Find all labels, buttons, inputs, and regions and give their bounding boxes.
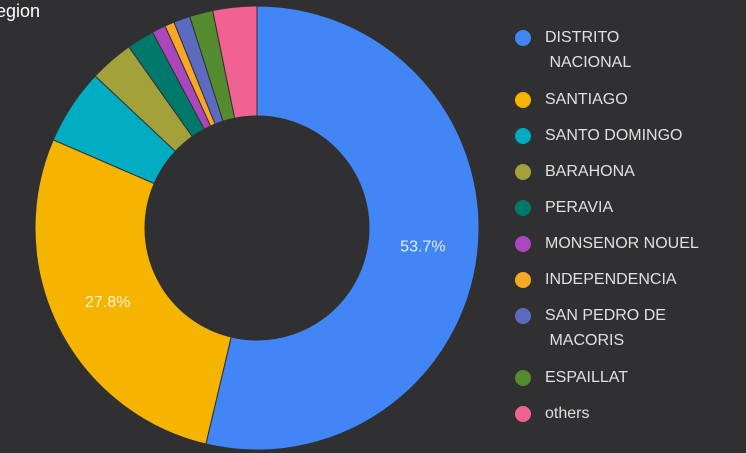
legend-swatch: [515, 370, 531, 386]
legend-swatch: [515, 92, 531, 108]
legend-swatch: [515, 30, 531, 46]
legend-label: SANTO DOMINGO: [545, 127, 683, 144]
legend-swatch: [515, 272, 531, 288]
legend-label: MONSENOR NOUEL: [545, 235, 699, 252]
legend-label: PERAVIA: [545, 199, 614, 216]
value-label: 27.8%: [85, 294, 130, 311]
donut-slice: [212, 5, 258, 119]
donut-slice: [34, 139, 232, 445]
legend-swatch: [515, 128, 531, 144]
legend-swatch: [515, 164, 531, 180]
legend-label: BARAHONA: [545, 163, 635, 180]
legend-label: DISTRITO NACIONAL: [545, 29, 631, 71]
legend-label: SANTIAGO: [545, 91, 628, 108]
legend-label: INDEPENDENCIA: [545, 271, 677, 288]
value-label: 53.7%: [400, 239, 445, 256]
legend-label: others: [545, 405, 589, 422]
legend-swatch: [515, 308, 531, 324]
legend-label: ESPAILLAT: [545, 369, 628, 386]
legend-label: SAN PEDRO DE MACORIS: [545, 307, 666, 349]
donut-slice: [205, 5, 480, 451]
legend-swatch: [515, 406, 531, 422]
legend-swatch: [515, 236, 531, 252]
legend-swatch: [515, 200, 531, 216]
chart-title: egion: [0, 1, 40, 21]
